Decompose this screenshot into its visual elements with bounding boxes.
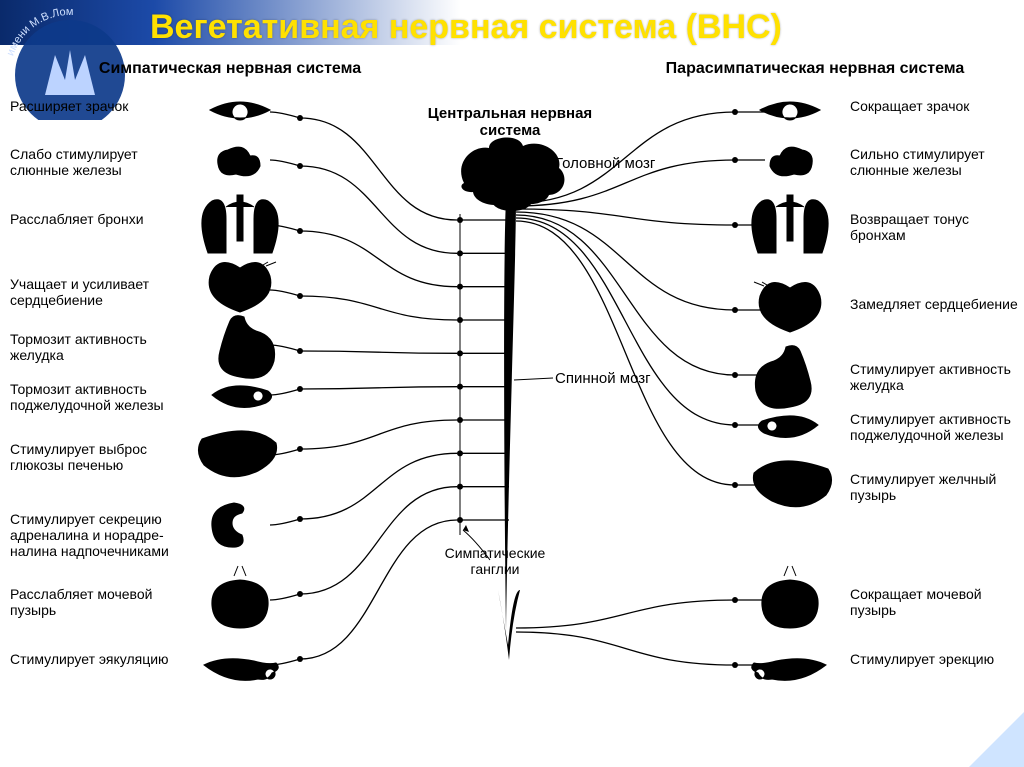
cns-header: Центральная нервная система	[400, 105, 620, 139]
stomach-organ-icon	[755, 346, 811, 409]
parasympathetic-effect-label: Сильно стимулирует слюнные железы	[850, 146, 1020, 178]
parasympathetic-effect-label: Стимулирует желчный пузырь	[850, 471, 1020, 503]
parasympathetic-header: Парасимпатическая нервная система	[640, 60, 990, 78]
pancreas-organ-icon	[758, 416, 818, 438]
sympathetic-effect-label: Стимулирует выброс глюкозы печенью	[10, 441, 180, 473]
ganglia-label: Симпатические ганглии	[435, 545, 555, 577]
genitals-organ-icon	[752, 659, 826, 681]
slide-title: Вегетативная нервная система (ВНС)	[150, 8, 782, 47]
lungs-organ-icon	[752, 195, 828, 253]
sympathetic-effect-label: Стимулирует эякуляцию	[10, 651, 180, 667]
liver-organ-icon	[753, 461, 831, 507]
sympathetic-effect-label: Расширяет зрачок	[10, 98, 180, 114]
lungs-organ-icon	[202, 195, 278, 253]
parasympathetic-effect-label: Возвращает тонус бронхам	[850, 211, 1020, 243]
sympathetic-header: Симпатическая нервная система	[80, 60, 380, 78]
stomach-organ-icon	[219, 316, 275, 379]
sympathetic-effect-label: Тормозит активность поджелудочной железы	[10, 381, 180, 413]
bladder-organ-icon	[762, 566, 818, 628]
bladder-organ-icon	[212, 566, 268, 628]
page-curl-decoration	[969, 712, 1024, 767]
sympathetic-effect-label: Расслабляет мочевой пузырь	[10, 586, 180, 618]
sympathetic-effect-label: Расслабляет бронхи	[10, 211, 180, 227]
sympathetic-effect-label: Стимулирует секрецию адреналина и норадр…	[10, 511, 180, 559]
heart-organ-icon	[209, 262, 276, 312]
genitals-organ-icon	[204, 659, 278, 681]
pancreas-organ-icon	[212, 386, 272, 408]
heart-organ-icon	[754, 282, 821, 332]
parasympathetic-effect-label: Стимулирует активность поджелудочной жел…	[850, 411, 1020, 443]
brain-label: Головной мозг	[555, 155, 655, 172]
parasympathetic-effect-label: Сокращает мочевой пузырь	[850, 586, 1020, 618]
parasympathetic-effect-label: Стимулирует активность желудка	[850, 361, 1020, 393]
salivary-organ-icon	[770, 147, 812, 176]
kidney-organ-icon	[212, 503, 244, 547]
liver-organ-icon	[198, 431, 276, 477]
spinal-label: Спинной мозг	[555, 370, 651, 387]
sympathetic-effect-label: Слабо стимулирует слюнные железы	[10, 146, 180, 178]
eye-organ-icon	[760, 102, 820, 120]
salivary-organ-icon	[218, 147, 260, 176]
parasympathetic-effect-label: Стимулирует эрекцию	[850, 651, 1020, 667]
sympathetic-effect-label: Тормозит активность желудка	[10, 331, 180, 363]
parasympathetic-effect-label: Сокращает зрачок	[850, 98, 1020, 114]
parasympathetic-effect-label: Замедляет сердцебиение	[850, 296, 1020, 312]
sympathetic-effect-label: Учащает и усиливает сердцебиение	[10, 276, 180, 308]
eye-organ-icon	[210, 102, 270, 120]
